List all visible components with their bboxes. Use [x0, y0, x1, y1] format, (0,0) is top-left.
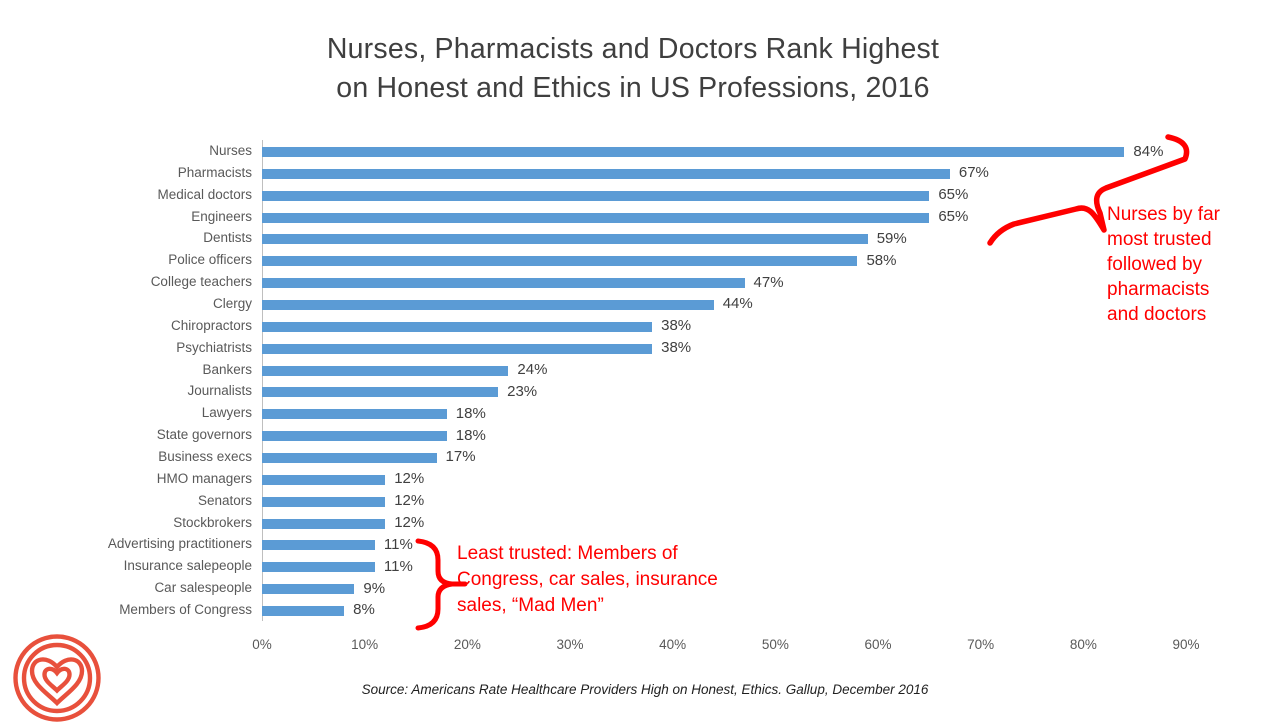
category-label: Medical doctors [157, 186, 252, 202]
value-label: 38% [661, 317, 692, 335]
x-tick-label: 20% [453, 637, 481, 652]
category-label: Advertising practitioners [107, 536, 252, 552]
source-citation: Source: Americans Rate Healthcare Provid… [361, 682, 929, 697]
title-line-2: on Honest and Ethics in US Professions, … [336, 72, 930, 104]
bar [262, 365, 509, 376]
value-label: 58% [866, 251, 897, 269]
value-label: 18% [455, 426, 486, 444]
x-tick-label: 0% [252, 637, 272, 652]
category-label: Lawyers [201, 405, 252, 421]
category-label: Police officers [168, 252, 252, 268]
category-label: Bankers [202, 361, 252, 377]
category-label: Pharmacists [177, 164, 252, 180]
title-line-1: Nurses, Pharmacists and Doctors Rank Hig… [326, 33, 940, 65]
value-label: 67% [958, 164, 989, 182]
category-label: State governors [156, 427, 252, 443]
value-label: 84% [1133, 142, 1164, 160]
category-label: College teachers [150, 274, 252, 290]
chart-title: Nurses, Pharmacists and Doctors Rank Hig… [0, 30, 1266, 108]
value-label: 11% [383, 557, 413, 575]
value-label: 38% [661, 339, 692, 357]
category-label: Psychiatrists [176, 339, 252, 355]
bar [262, 212, 930, 223]
bar [262, 431, 447, 442]
logo-heart-inner [42, 666, 72, 694]
bar [262, 147, 1125, 157]
bar [262, 256, 858, 267]
bar [262, 278, 745, 289]
value-label: 65% [938, 208, 969, 226]
x-tick-label: 80% [1069, 637, 1097, 652]
bar [262, 584, 355, 595]
category-label: Business execs [158, 448, 252, 464]
annotation-least-trusted: Least trusted: Members of Congress, car … [457, 543, 718, 616]
x-tick-label: 10% [351, 637, 379, 652]
y-axis-line [262, 140, 263, 621]
bar [262, 452, 437, 463]
value-label: 24% [517, 361, 548, 379]
value-label: 17% [445, 448, 476, 466]
value-label: 12% [394, 514, 425, 532]
category-label: Stockbrokers [173, 514, 252, 530]
bar [262, 540, 375, 551]
x-tick-label: 30% [556, 637, 584, 652]
value-label: 44% [722, 295, 753, 313]
bar [262, 234, 868, 245]
bar [262, 562, 375, 573]
value-label: 9% [363, 579, 386, 597]
bar [262, 409, 447, 420]
category-label: HMO managers [156, 470, 252, 486]
bar [262, 321, 653, 332]
x-tick-label: 70% [967, 637, 995, 652]
logo-inner-circle [21, 642, 93, 714]
heart-target-logo [13, 634, 101, 722]
category-label: Senators [197, 492, 252, 508]
bar [262, 299, 714, 310]
value-label: 47% [753, 273, 784, 291]
bar [262, 190, 930, 201]
logo-heart-outline [29, 657, 85, 707]
category-label: Nurses [209, 143, 252, 158]
category-label: Engineers [191, 208, 252, 224]
category-label: Car salespeople [154, 580, 252, 596]
bar [262, 474, 386, 485]
category-label: Clergy [212, 295, 252, 311]
value-label: 8% [353, 601, 375, 619]
x-tick-label: 40% [659, 637, 687, 652]
logo-outer-circle [13, 634, 101, 722]
value-label: 65% [938, 186, 969, 204]
x-tick-label: 50% [761, 637, 789, 652]
category-label: Insurance salepeople [123, 558, 252, 574]
category-label: Journalists [187, 383, 252, 399]
value-label: 18% [455, 404, 486, 422]
value-label: 12% [394, 470, 425, 488]
bar [262, 168, 950, 179]
category-label: Dentists [203, 230, 252, 246]
bar [262, 343, 653, 354]
category-label: Members of Congress [119, 601, 252, 617]
value-label: 59% [876, 229, 907, 247]
annotation-most-trusted: Nurses by far most trusted followed by p… [1107, 204, 1220, 325]
bar [262, 605, 345, 616]
x-tick-label: 90% [1172, 637, 1200, 652]
bar [262, 496, 386, 507]
x-tick-label: 60% [864, 637, 892, 652]
value-label: 12% [394, 492, 425, 510]
value-label: 23% [507, 382, 538, 400]
value-label: 11% [383, 535, 413, 553]
bar [262, 387, 499, 398]
category-label: Chiropractors [170, 317, 252, 333]
bar [262, 518, 386, 529]
